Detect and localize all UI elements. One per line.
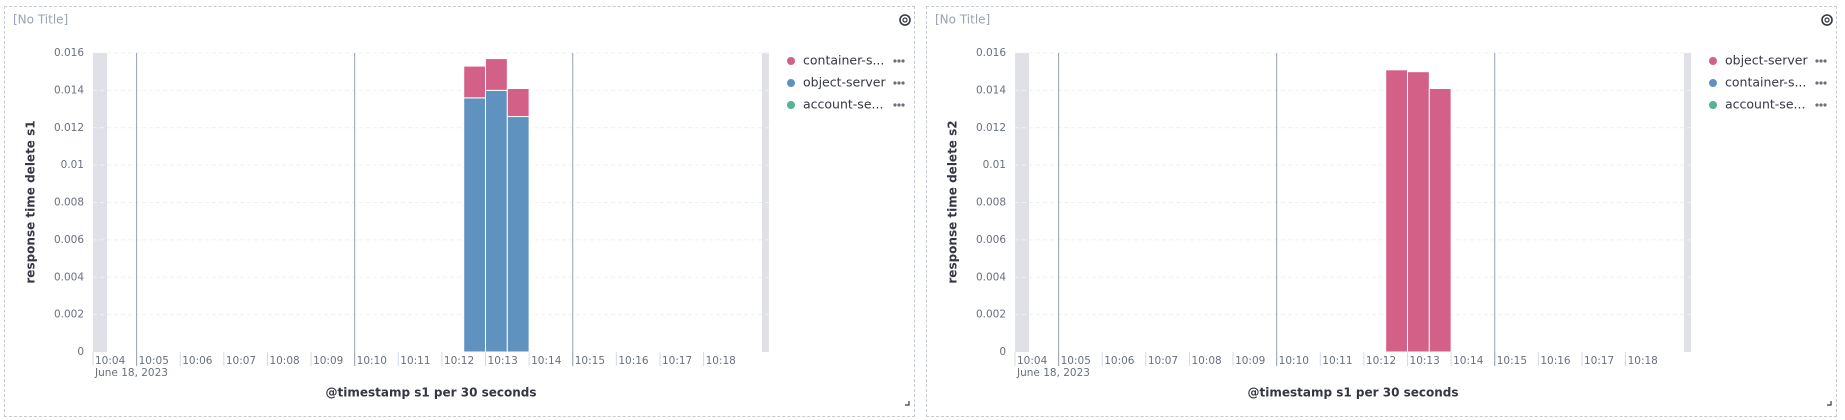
x-tick-label: 10:11 (400, 355, 430, 367)
x-tick-label: 10:14 (531, 355, 562, 367)
bar (1385, 69, 1409, 353)
y-tick-label: 0.012 (54, 122, 84, 134)
y-tick-label: 0.004 (976, 271, 1006, 283)
x-tick-label: 10:09 (313, 355, 343, 367)
x-tick-label: 10:15 (1497, 355, 1527, 367)
legend-label[interactable]: object-server (803, 75, 886, 90)
panel-title: [No Title] (13, 13, 68, 27)
x-tick-label: 10:16 (1540, 355, 1571, 367)
x-tick-label: 10:16 (618, 355, 649, 367)
x-tick-label: 10:04 (95, 355, 126, 367)
resize-handle[interactable] (905, 401, 910, 406)
x-tick-label: 10:06 (182, 355, 213, 367)
x-tick-label: 10:17 (662, 355, 692, 367)
y-tick-label: 0.014 (54, 84, 84, 96)
x-tick-label: 10:10 (357, 355, 387, 367)
settings-icon[interactable] (1821, 14, 1833, 26)
legend-swatch (787, 79, 795, 87)
x-tick-label: 10:15 (575, 355, 605, 367)
legend-label[interactable]: account-se... (1725, 97, 1805, 112)
panel-title: [No Title] (935, 13, 990, 27)
y-tick-label: 0.01 (983, 159, 1006, 171)
bar (485, 58, 508, 91)
resize-handle[interactable] (1827, 401, 1832, 406)
chart: [No Title] 0 0.002 0.004 0.006 0.008 0.01 0.012… (13, 13, 911, 406)
legend-label[interactable]: object-server (1725, 53, 1808, 68)
legend-menu[interactable] (1815, 103, 1827, 107)
legend-label[interactable]: container-s... (1725, 75, 1806, 90)
y-tick-label: 0.014 (976, 84, 1006, 96)
y-tick-label: 0.006 (54, 234, 84, 246)
bar (463, 65, 487, 99)
x-tick-label: 10:17 (1584, 355, 1614, 367)
bar (463, 97, 487, 353)
x-tick-label: 10:12 (1366, 355, 1396, 367)
legend-swatch (1709, 57, 1717, 65)
bar (506, 88, 530, 118)
x-tick-label: 10:08 (1191, 355, 1221, 367)
x-tick-label: 10:14 (1453, 355, 1484, 367)
y-tick-label: 0 (999, 346, 1006, 358)
legend-label[interactable]: account-se... (803, 97, 883, 112)
x-tick-label: 10:11 (1322, 355, 1352, 367)
y-tick-label: 0.012 (976, 122, 1006, 134)
x-tick-label: 10:04 (1017, 355, 1048, 367)
y-tick-label: 0 (77, 346, 84, 358)
x-axis-title: @timestamp s1 per 30 seconds (325, 386, 536, 400)
x-tick-label: 10:13 (488, 355, 518, 367)
x-tick-label: 10:12 (444, 355, 474, 367)
x-date-label: June 18, 2023 (1016, 367, 1090, 379)
x-tick-label: 10:05 (139, 355, 169, 367)
chart: [No Title] 0 0.002 0.004 0.006 0.008 0.01 0.012… (935, 13, 1833, 406)
legend-swatch (1709, 101, 1717, 109)
x-tick-label: 10:18 (706, 355, 736, 367)
bar (485, 89, 508, 353)
x-tick-label: 10:08 (269, 355, 299, 367)
legend-menu[interactable] (893, 81, 905, 85)
legend-swatch (1709, 79, 1717, 87)
y-tick-label: 0.016 (54, 47, 84, 59)
panel: [No Title] 0 0.002 0.004 0.006 0.008 0.01 0.012… (926, 6, 1837, 417)
y-tick-label: 0.01 (61, 159, 84, 171)
x-tick-label: 10:13 (1410, 355, 1440, 367)
x-tick-label: 10:07 (226, 355, 256, 367)
bar (1428, 88, 1452, 353)
y-axis-title: response time delete s2 (946, 120, 960, 283)
legend-swatch (787, 57, 795, 65)
legend-swatch (787, 101, 795, 109)
y-tick-label: 0.008 (976, 197, 1006, 209)
x-axis-title: @timestamp s1 per 30 seconds (1247, 386, 1458, 400)
x-tick-label: 10:07 (1148, 355, 1178, 367)
x-tick-label: 10:06 (1104, 355, 1135, 367)
y-tick-label: 0.006 (976, 234, 1006, 246)
y-tick-label: 0.004 (54, 271, 84, 283)
x-tick-label: 10:10 (1279, 355, 1309, 367)
x-tick-label: 10:05 (1061, 355, 1091, 367)
y-tick-label: 0.002 (54, 309, 84, 321)
legend-menu[interactable] (1815, 59, 1827, 63)
y-axis-title: response time delete s1 (24, 120, 38, 283)
bar (1407, 71, 1430, 353)
x-date-label: June 18, 2023 (94, 367, 168, 379)
legend-menu[interactable] (893, 103, 905, 107)
legend-label[interactable]: container-s... (803, 53, 884, 68)
legend-menu[interactable] (1815, 81, 1827, 85)
y-tick-label: 0.008 (54, 197, 84, 209)
x-tick-label: 10:18 (1628, 355, 1658, 367)
legend-menu[interactable] (893, 59, 905, 63)
x-tick-label: 10:09 (1235, 355, 1265, 367)
y-tick-label: 0.002 (976, 309, 1006, 321)
settings-icon[interactable] (899, 14, 911, 26)
y-tick-label: 0.016 (976, 47, 1006, 59)
panel: [No Title] 0 0.002 0.004 0.006 0.008 0.01 0.012… (4, 6, 915, 417)
bar (506, 116, 530, 353)
